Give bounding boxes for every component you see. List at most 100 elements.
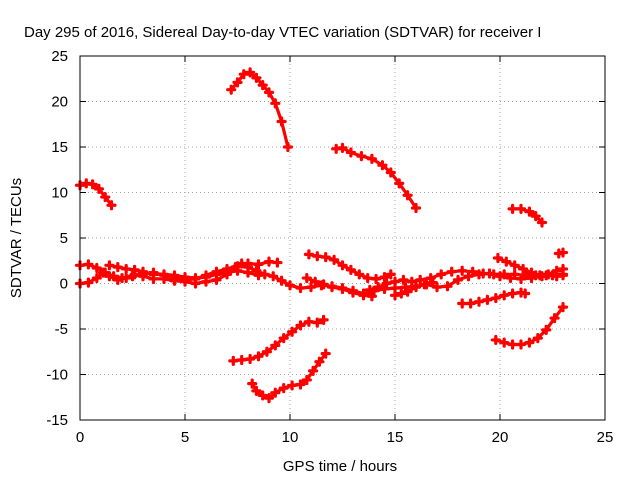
data-point [318, 279, 329, 290]
data-point [410, 282, 422, 293]
data-point [329, 254, 340, 265]
data-point [452, 274, 464, 285]
data-point [257, 80, 268, 91]
data-point [406, 276, 417, 287]
data-point [415, 274, 426, 285]
data-point [541, 324, 552, 336]
data-point [318, 314, 329, 325]
data-point [295, 320, 306, 331]
data-point [345, 147, 356, 158]
data-point [263, 87, 275, 98]
data-point [389, 276, 401, 287]
data-point [381, 278, 392, 289]
data-point [509, 269, 520, 280]
data-point [308, 365, 319, 376]
data-point [253, 351, 264, 362]
data-point [507, 288, 518, 299]
data-point [337, 283, 348, 295]
data-point [507, 203, 518, 214]
data-point [345, 264, 356, 275]
data-point [419, 279, 430, 290]
data-point [263, 393, 275, 404]
data-point [87, 179, 98, 190]
data-point [499, 290, 510, 301]
data-point [457, 265, 468, 276]
data-point [121, 263, 132, 275]
data-point [287, 380, 298, 391]
y-tick-label: 5 [60, 230, 68, 247]
data-point [83, 277, 94, 288]
data-point [276, 275, 287, 286]
y-tick-label: 0 [60, 276, 68, 293]
data-point [261, 346, 272, 357]
data-point [272, 257, 283, 268]
data-point [284, 280, 296, 291]
data-point [385, 269, 396, 280]
data-point [270, 340, 281, 351]
data-point [106, 200, 117, 211]
data-point [442, 281, 453, 292]
data-point [112, 274, 123, 285]
data-point [326, 282, 338, 293]
data-point [501, 256, 512, 267]
data-point [488, 269, 499, 280]
data-point [551, 265, 562, 276]
data-point [446, 266, 457, 277]
data-point [557, 263, 569, 275]
data-point [93, 183, 104, 194]
x-tick-label: 10 [282, 429, 299, 446]
data-point [268, 271, 279, 282]
data-point [532, 333, 543, 344]
data-point [129, 264, 140, 275]
data-point [312, 317, 323, 328]
data-point [379, 272, 390, 283]
data-point [179, 272, 191, 283]
data-point [100, 191, 111, 203]
data-point [364, 284, 375, 295]
data-point [228, 355, 239, 366]
data-point [245, 67, 256, 78]
x-axis-label: GPS time / hours [283, 458, 397, 475]
data-point [366, 291, 377, 302]
data-point [520, 270, 531, 281]
data-point [347, 287, 359, 298]
data-point [499, 269, 510, 280]
data-point [499, 337, 510, 348]
x-axis-ticks: 0 5 10 15 20 25 [76, 56, 613, 446]
data-point [543, 269, 554, 280]
data-point [137, 266, 149, 277]
data-point [312, 251, 323, 262]
data-point [507, 339, 518, 350]
data-point [467, 266, 478, 277]
data-point [362, 272, 373, 284]
data-point [112, 262, 123, 273]
data-point [366, 153, 377, 164]
data-point [394, 178, 405, 189]
data-point [320, 348, 331, 359]
data-point [530, 211, 541, 222]
data-point [371, 273, 382, 285]
data-point [463, 271, 474, 282]
data-point [238, 69, 249, 80]
data-point [242, 267, 254, 278]
data-point [236, 258, 247, 269]
data-point [431, 282, 443, 293]
data-point [104, 271, 115, 282]
data-point [91, 262, 102, 274]
data-point [83, 259, 94, 270]
data-point [169, 270, 180, 281]
data-point [245, 353, 256, 365]
data-point [515, 203, 527, 214]
data-point [478, 268, 489, 279]
data-point [337, 142, 348, 154]
data-point [305, 282, 317, 293]
data-point [211, 269, 222, 280]
data-point [320, 252, 331, 263]
data-point [287, 326, 298, 337]
x-tick-label: 15 [387, 429, 404, 446]
data-point [379, 283, 390, 295]
data-point [303, 249, 314, 260]
data-point [303, 316, 314, 327]
sdtvar-series [74, 67, 569, 404]
data-point [104, 260, 115, 271]
